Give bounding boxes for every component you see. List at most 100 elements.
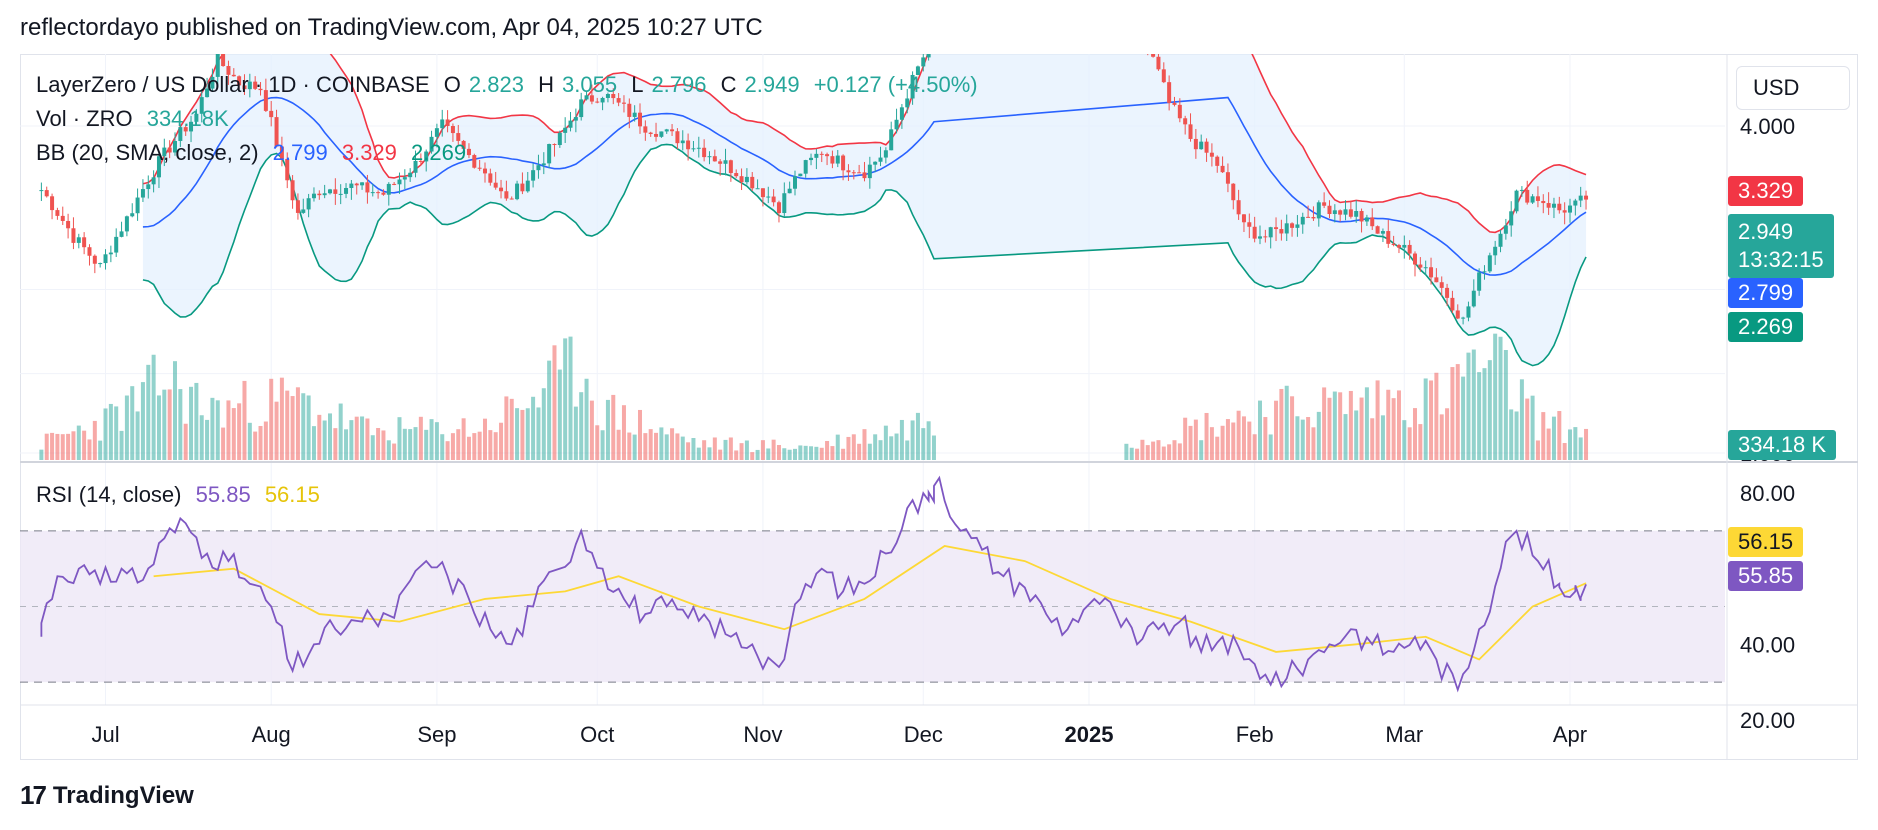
candle-body — [702, 147, 707, 158]
candle-body — [370, 192, 375, 194]
volume-bar — [488, 430, 493, 460]
candle — [140, 179, 145, 202]
candle — [664, 128, 669, 134]
volume-bar — [1407, 427, 1412, 460]
candle-body — [515, 183, 520, 200]
candle-body — [648, 132, 653, 134]
bollinger-legend[interactable]: BB (20, SMA, close, 2) 2.799 3.329 2.269 — [36, 140, 474, 166]
volume-bar — [744, 440, 749, 460]
candle — [87, 244, 92, 266]
candle-body — [568, 120, 573, 128]
candle-body — [1348, 209, 1353, 217]
candle-body — [402, 177, 407, 180]
volume-bar — [1557, 411, 1562, 460]
time-axis-tick: Nov — [743, 722, 782, 747]
candle — [445, 110, 450, 133]
candle-body — [1402, 244, 1407, 248]
candle-body — [841, 155, 846, 171]
volume-bar — [1124, 443, 1129, 460]
volume-bar — [1215, 436, 1220, 460]
candle-body — [349, 183, 354, 189]
volume-bar — [899, 419, 904, 460]
bar-countdown: 13:32:15 — [1738, 247, 1824, 272]
candle — [1215, 155, 1220, 173]
candle-body — [258, 88, 263, 91]
candle-body — [1172, 102, 1177, 105]
volume-bar — [1498, 336, 1503, 460]
rsi-legend[interactable]: RSI (14, close) 55.85 56.15 — [36, 482, 328, 508]
volume-bar — [1247, 421, 1252, 460]
candle — [857, 164, 862, 174]
currency-selector[interactable]: USD — [1736, 66, 1850, 110]
candle — [1407, 240, 1412, 260]
candle-body — [151, 177, 156, 185]
candle-body — [573, 117, 578, 121]
volume-bar — [1161, 446, 1166, 460]
candle-body — [1391, 243, 1396, 246]
candle — [691, 141, 696, 152]
volume-bar — [552, 345, 557, 460]
candle-body — [434, 128, 439, 137]
volume-bar — [1562, 443, 1567, 460]
candle-body — [44, 190, 49, 197]
candle-body — [140, 189, 145, 198]
candle — [221, 54, 226, 67]
candle-body — [846, 170, 851, 173]
volume-legend[interactable]: Vol · ZRO 334.18K — [36, 106, 237, 132]
volume-bar — [1209, 427, 1214, 460]
candle-body — [862, 172, 867, 179]
candle — [739, 168, 744, 191]
candle-body — [440, 119, 445, 129]
candle-body — [1209, 152, 1214, 157]
candle — [696, 136, 701, 158]
candle — [531, 163, 536, 188]
candle — [1161, 62, 1166, 84]
volume-bar — [841, 448, 846, 460]
candle — [1519, 186, 1524, 197]
candle-body — [766, 196, 771, 198]
volume-bar — [130, 386, 135, 460]
candle-body — [178, 127, 183, 141]
candle — [461, 139, 466, 158]
candle-body — [771, 196, 776, 203]
candle-body — [1519, 189, 1524, 191]
volume-bar — [413, 427, 418, 460]
candle — [370, 183, 375, 197]
candle — [1327, 200, 1332, 219]
candle — [338, 184, 343, 205]
rsi-line — [40, 475, 1587, 693]
tradingview-footer[interactable]: 17 TradingView — [20, 780, 194, 811]
volume-bar — [499, 422, 504, 460]
candle — [386, 182, 391, 206]
candle-body — [290, 180, 295, 201]
candle-body — [247, 81, 252, 90]
symbol-name[interactable]: LayerZero / US Dollar · 1D · COINBASE — [36, 72, 430, 97]
candle — [301, 198, 306, 214]
candle — [1503, 218, 1508, 240]
candle — [728, 159, 733, 182]
candle — [162, 138, 167, 167]
candle-body — [1578, 195, 1583, 201]
volume-bar — [119, 430, 124, 460]
candle-body — [787, 188, 792, 194]
candle-body — [1477, 272, 1482, 291]
volume-bar — [178, 389, 183, 460]
candle-body — [1359, 211, 1364, 222]
candle — [1300, 212, 1305, 234]
candle-body — [242, 85, 247, 90]
candle — [563, 117, 568, 144]
candle-body — [1156, 56, 1161, 70]
volume-bar — [670, 428, 675, 460]
volume-bar — [285, 390, 290, 460]
candle-body — [776, 202, 781, 214]
volume-bar — [1434, 372, 1439, 460]
candle-body — [338, 193, 343, 195]
volume-bar — [1204, 412, 1209, 460]
volume-bar — [146, 364, 151, 460]
volume-bar — [1316, 411, 1321, 460]
candle — [1274, 217, 1279, 242]
candle-body — [1140, 27, 1144, 41]
candle-body — [306, 198, 311, 210]
